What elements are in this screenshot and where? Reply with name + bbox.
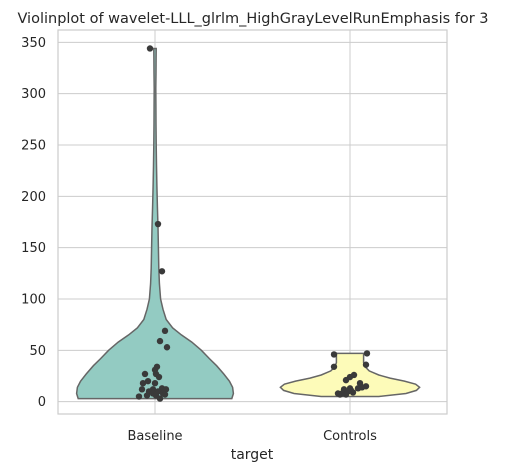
data-point [156,395,164,402]
data-point [362,383,370,390]
y-tick-label: 200 [21,190,46,205]
plot-frame [57,29,448,415]
y-tick-label: 0 [38,395,46,410]
y-tick-label: 150 [21,241,46,256]
x-axis-label: target [231,447,274,463]
violins [75,47,421,400]
points [135,45,371,402]
y-tick-label: 50 [29,344,46,359]
data-point [154,220,162,228]
x-tick-label: Controls [323,429,377,444]
y-tick-label: 250 [21,138,46,153]
data-point [342,376,350,384]
x-axis: Baseline Controls [127,429,377,444]
data-point [141,370,149,378]
data-point [161,391,169,398]
data-point [163,344,171,351]
chart-title: Violinplot of wavelet-LLL_glrlm_HighGray… [17,11,488,27]
data-point [156,337,164,345]
data-point [138,386,146,393]
y-tick-label: 100 [21,293,46,308]
x-tick-label: Baseline [127,429,182,444]
data-point [144,377,152,385]
data-point [362,361,370,368]
data-point [330,363,338,370]
data-point [350,371,358,379]
data-point [363,350,371,357]
data-point [139,379,147,387]
data-point [161,327,169,335]
data-point [330,351,338,358]
data-point [155,373,163,381]
data-point [347,387,355,394]
data-point [354,385,362,392]
data-point [135,393,143,400]
y-tick-label: 300 [21,87,46,102]
y-tick-label: 350 [21,36,46,51]
data-point [342,391,350,398]
data-point [336,391,344,398]
data-point [158,268,166,275]
data-point [143,392,151,399]
data-point [146,45,154,52]
y-axis: 0 50 100 150 200 250 300 350 [21,36,46,410]
data-point [151,379,159,387]
